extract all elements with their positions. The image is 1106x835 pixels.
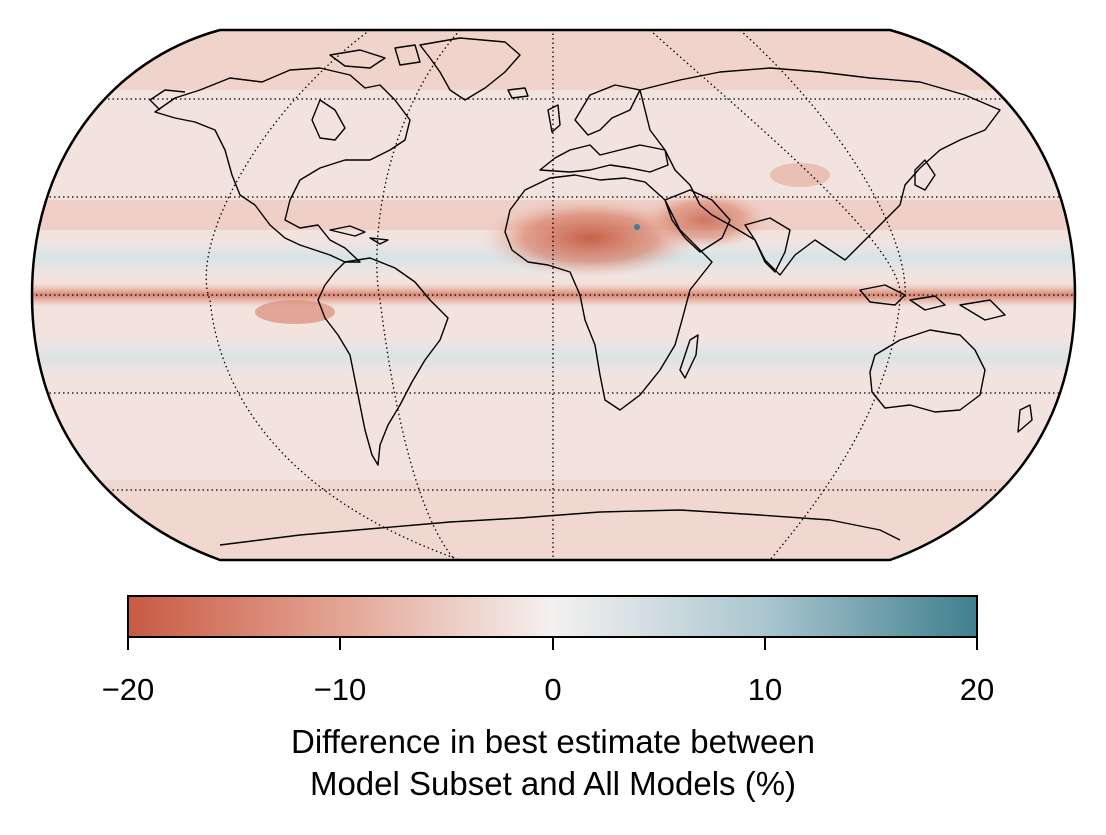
colorbar-tick-label-1: −10 [314,672,367,707]
field-arabia-anomaly [640,190,770,250]
coast-india [744,217,791,273]
colorbar: −20 −10 0 10 20 Difference in best estim… [102,595,995,802]
coast-hudson [311,99,346,141]
coast-australia [869,329,986,413]
meridian-w60 [205,30,461,560]
coastlines [149,37,1033,546]
meridian-e120 [739,30,906,301]
coast-caribbean [329,225,389,245]
field-blue-dot [634,224,640,230]
field-asia-patch [770,163,830,187]
colorbar-gradient [127,595,978,638]
colorbar-ticks [127,637,978,650]
coast-iceland [507,87,529,99]
colorbar-tick-labels: −20 −10 0 10 20 [102,672,995,707]
coast-madagascar [679,334,699,379]
field-pacific-patch [255,300,335,324]
colorbar-tick-label-2: 0 [544,672,561,707]
coast-antarctica [219,509,901,546]
coast-africa [504,174,713,411]
globe-outline [30,28,1077,562]
coast-indonesia [859,284,1006,321]
colorbar-tick-label-4: 20 [960,672,994,707]
coast-arabia [664,189,731,253]
coast-britain [547,104,561,133]
colorbar-title-line1: Difference in best estimate between [291,723,815,760]
colorbar-title-line2: Model Subset and All Models (%) [310,765,796,802]
colorbar-tick-label-0: −20 [102,672,155,707]
map-field [32,30,1075,560]
coast-new-zealand [1017,404,1033,433]
coast-japan [914,159,936,191]
coast-scandinavia [574,84,641,136]
coast-greenland [419,37,521,101]
coast-south-america [317,257,449,466]
world-map [30,28,1077,562]
coast-arctic-islands [329,44,421,69]
coast-alaska [149,89,186,111]
colorbar-tick-label-3: 10 [748,672,782,707]
coast-north-america [154,67,411,263]
